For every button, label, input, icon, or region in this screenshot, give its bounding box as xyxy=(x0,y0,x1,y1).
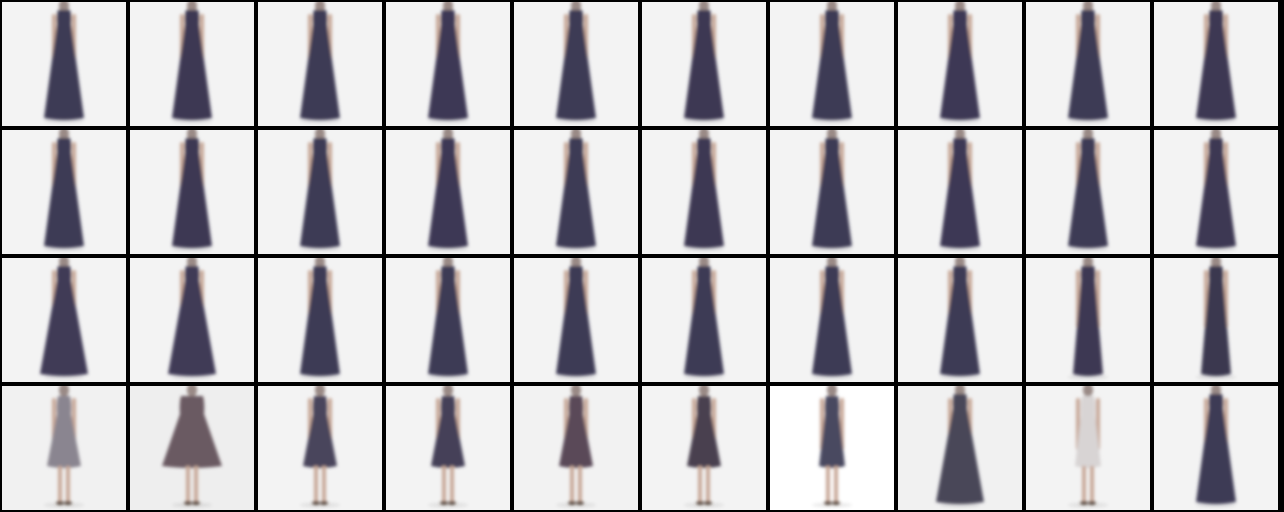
dress-photo xyxy=(1154,130,1278,254)
dress-photo xyxy=(514,130,638,254)
dress-photo xyxy=(770,130,894,254)
grid-tile xyxy=(898,386,1022,510)
dress-photo xyxy=(130,2,254,126)
grid-tile xyxy=(898,130,1022,254)
dress-photo xyxy=(2,258,126,382)
dress-photo xyxy=(1026,386,1150,510)
dress-photo xyxy=(386,258,510,382)
grid-tile xyxy=(642,130,766,254)
grid-tile xyxy=(386,2,510,126)
grid-tile xyxy=(130,2,254,126)
grid-tile xyxy=(770,130,894,254)
grid-tile xyxy=(1154,130,1278,254)
dress-photo xyxy=(770,2,894,126)
grid-tile xyxy=(514,2,638,126)
dress-photo xyxy=(1154,386,1278,510)
dress-photo xyxy=(514,386,638,510)
grid-tile xyxy=(770,386,894,510)
dress-photo xyxy=(386,2,510,126)
grid-tile xyxy=(1026,258,1150,382)
grid-tile xyxy=(642,2,766,126)
grid-tile xyxy=(2,130,126,254)
grid-tile xyxy=(1026,386,1150,510)
dress-photo xyxy=(2,2,126,126)
dress-photo xyxy=(898,258,1022,382)
grid-tile xyxy=(258,130,382,254)
grid-tile xyxy=(1154,258,1278,382)
grid-tile xyxy=(1154,386,1278,510)
grid-tile xyxy=(642,386,766,510)
dress-photo xyxy=(386,386,510,510)
grid-tile xyxy=(130,130,254,254)
dress-photo xyxy=(1154,2,1278,126)
grid-tile xyxy=(898,258,1022,382)
grid-tile xyxy=(386,258,510,382)
grid-tile xyxy=(514,386,638,510)
dress-photo xyxy=(258,258,382,382)
dress-photo xyxy=(386,130,510,254)
dress-photo xyxy=(898,130,1022,254)
grid-tile xyxy=(386,386,510,510)
grid-tile xyxy=(386,130,510,254)
grid-tile xyxy=(2,258,126,382)
grid-tile xyxy=(1154,2,1278,126)
dress-photo xyxy=(1026,2,1150,126)
dress-photo xyxy=(1154,258,1278,382)
grid-tile xyxy=(1026,130,1150,254)
grid-tile xyxy=(642,258,766,382)
grid-tile xyxy=(770,258,894,382)
dress-photo xyxy=(2,386,126,510)
grid-tile xyxy=(258,2,382,126)
grid-tile xyxy=(130,386,254,510)
dress-photo xyxy=(770,258,894,382)
dress-photo xyxy=(898,386,1022,510)
dress-photo xyxy=(642,130,766,254)
grid-tile xyxy=(258,386,382,510)
grid-tile xyxy=(770,2,894,126)
dress-photo xyxy=(642,2,766,126)
dress-photo xyxy=(514,258,638,382)
dress-photo xyxy=(130,130,254,254)
dress-photo xyxy=(770,386,894,510)
grid-tile xyxy=(898,2,1022,126)
grid-tile xyxy=(2,2,126,126)
dress-photo xyxy=(1026,258,1150,382)
grid-tile xyxy=(514,130,638,254)
grid-tile xyxy=(514,258,638,382)
dress-photo xyxy=(642,386,766,510)
dress-photo xyxy=(1026,130,1150,254)
dress-photo xyxy=(514,2,638,126)
grid-tile xyxy=(2,386,126,510)
grid-tile xyxy=(130,258,254,382)
grid-tile xyxy=(258,258,382,382)
dress-photo xyxy=(130,258,254,382)
dress-photo xyxy=(130,386,254,510)
grid-tile xyxy=(1026,2,1150,126)
dress-photo xyxy=(258,130,382,254)
dress-photo xyxy=(642,258,766,382)
dress-photo xyxy=(2,130,126,254)
dress-photo xyxy=(258,386,382,510)
dress-photo xyxy=(898,2,1022,126)
dress-photo xyxy=(258,2,382,126)
